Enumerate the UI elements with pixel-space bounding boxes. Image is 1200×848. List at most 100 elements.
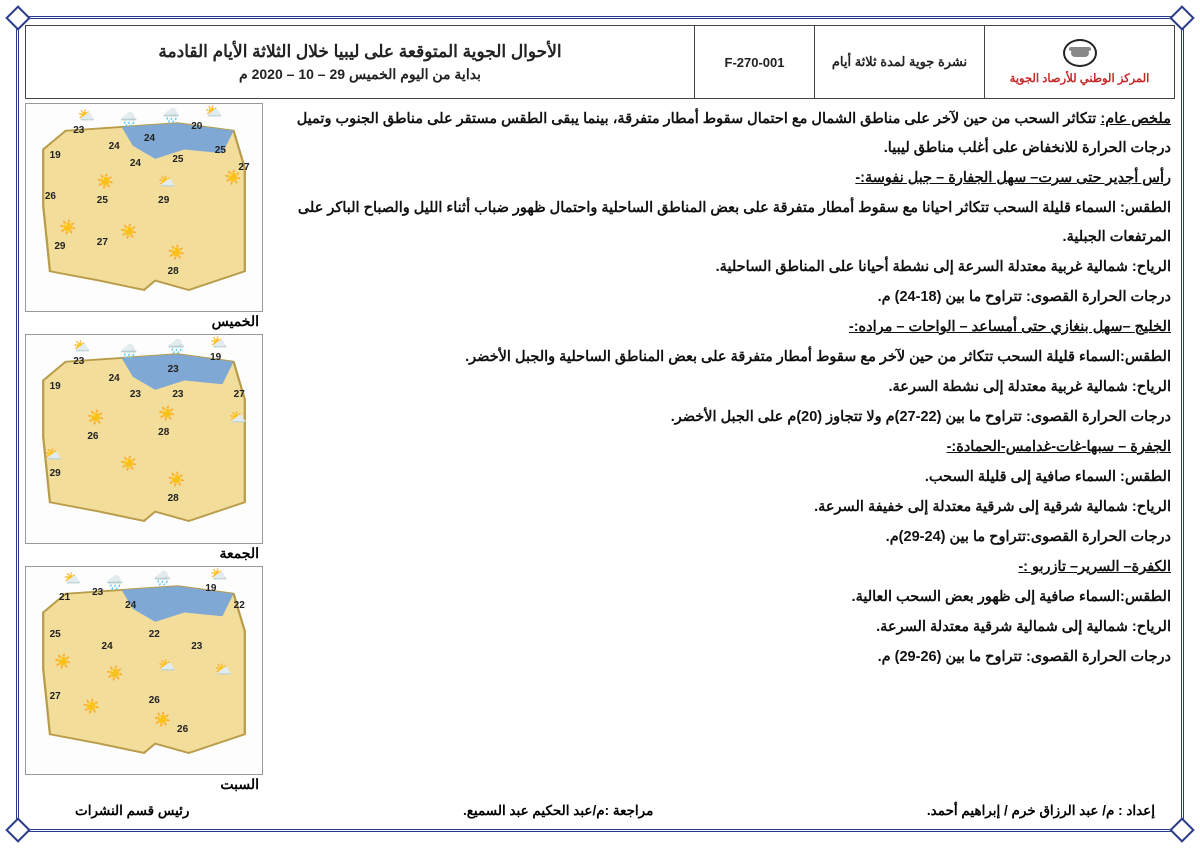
map-day-label: الخميس: [25, 312, 263, 330]
weather-icon: ⛅: [73, 339, 90, 353]
map-temp: 29: [158, 195, 169, 206]
corner-ornament: [1169, 817, 1194, 842]
weather-icon: ☀️: [106, 666, 123, 680]
map-temp: 20: [191, 121, 202, 132]
weather-icon: ☀️: [168, 245, 185, 259]
region-line: الرياح: شمالية إلى شمالية شرقية معتدلة ا…: [271, 613, 1171, 642]
map-box: 212324192225242223272626⛅🌧️🌧️⛅☀️☀️⛅⛅☀️☀️: [25, 566, 263, 775]
map-temp: 28: [168, 266, 179, 277]
weather-icon: ⛅: [64, 571, 81, 585]
weather-icon: 🌧️: [120, 344, 137, 358]
map-temp: 28: [158, 427, 169, 438]
reviewed-by: مراجعة :م/عبد الحكيم عبد السميع.: [463, 803, 653, 819]
maps-column: 23 24 24 20 19 24 25 25 27 26 25 29 29 27 28 ⛅ 🌧️ 🌧️ ⛅ ☀️ ⛅ ☀…: [25, 103, 263, 793]
weather-icon: ☀️: [54, 654, 71, 668]
weather-icon: ⛅: [45, 447, 62, 461]
weather-icon: ☀️: [120, 224, 137, 238]
weather-icon: ⛅: [205, 104, 222, 118]
map-temp: 23: [73, 125, 84, 136]
corner-ornament: [5, 817, 30, 842]
region-heading: الكفرة– السرير– تازربو :-: [271, 553, 1171, 582]
region-line: الطقس: السماء صافية إلى قليلة السحب.: [271, 463, 1171, 492]
map-temp: 25: [50, 629, 61, 640]
map-temp: 27: [234, 389, 245, 400]
footer-row: إعداد : م/ عبد الرزاق خرم / إبراهيم أحمد…: [25, 793, 1175, 819]
region-line: الطقس: السماء قليلة السحب تتكاثر احيانا …: [271, 194, 1171, 252]
map-temp: 24: [109, 141, 120, 152]
section-head: رئيس قسم النشرات: [75, 803, 189, 819]
weather-icon: ⛅: [78, 108, 95, 122]
map-temp: 26: [45, 191, 56, 202]
body-row: ملخص عام: تتكاثر السحب من حين لآخر على م…: [25, 99, 1175, 793]
org-logo-icon: [1063, 39, 1097, 67]
header-row: المركز الوطني للأرصاد الجوية نشرة جوية ل…: [25, 25, 1175, 99]
weather-icon: ⛅: [210, 567, 227, 581]
map-box: 232424201924252527262529292728⛅🌧️🌧️⛅☀️⛅☀…: [25, 103, 263, 312]
weather-icon: ☀️: [87, 410, 104, 424]
map-temp: 27: [97, 237, 108, 248]
weather-icon: ⛅: [215, 662, 232, 676]
region-line: الرياح: شمالية غربية معتدلة السرعة إلى ن…: [271, 253, 1171, 282]
weather-icon: 🌧️: [120, 112, 137, 126]
region-heading: الجفرة – سبها-غات-غدامس-الحمادة:-: [271, 433, 1171, 462]
map-temp: 29: [54, 241, 65, 252]
map-temp: 24: [102, 641, 113, 652]
map-temp: 21: [59, 592, 70, 603]
map-temp: 25: [215, 145, 226, 156]
region-line: درجات الحرارة القصوى: تتراوح ما بين (18-…: [271, 283, 1171, 312]
region-heading: رأس أجدير حتى سرت– سهل الجفارة – جبل نفو…: [271, 164, 1171, 193]
weather-icon: ☀️: [83, 699, 100, 713]
weather-icon: ☀️: [168, 472, 185, 486]
map-temp: 25: [172, 154, 183, 165]
map-day-label: الجمعة: [25, 544, 263, 562]
region-line: درجات الحرارة القصوى:تتراوح ما بين (24-2…: [271, 523, 1171, 552]
weather-icon: 🌧️: [163, 108, 180, 122]
map-temp: 25: [97, 195, 108, 206]
map-card: 232423191923232726282928⛅🌧️🌧️⛅☀️☀️⛅⛅☀️☀️…: [25, 334, 263, 561]
region-line: درجات الحرارة القصوى: تتراوح ما بين (26-…: [271, 643, 1171, 672]
map-temp: 24: [125, 600, 136, 611]
region-line: الرياح: شمالية غربية معتدلة إلى نشطة الس…: [271, 373, 1171, 402]
bulletin-type-cell: نشرة جوية لمدة ثلاثة أيام: [814, 26, 984, 98]
map-temp: 19: [205, 583, 216, 594]
form-code-cell: F-270-001: [694, 26, 814, 98]
weather-icon: 🌧️: [168, 339, 185, 353]
weather-icon: ☀️: [158, 406, 175, 420]
weather-icon: 🌧️: [153, 571, 170, 585]
map-temp: 24: [130, 158, 141, 169]
map-card: 212324192225242223272626⛅🌧️🌧️⛅☀️☀️⛅⛅☀️☀️…: [25, 566, 263, 793]
title-line2: بداية من اليوم الخميس 29 – 10 – 2020 م: [239, 66, 481, 83]
map-temp: 28: [168, 493, 179, 504]
map-temp: 26: [177, 724, 188, 735]
weather-icon: ☀️: [120, 456, 137, 470]
map-temp: 23: [168, 364, 179, 375]
org-name: المركز الوطني للأرصاد الجوية: [1010, 71, 1150, 85]
region-line: الطقس:السماء قليلة السحب تتكاثر من حين ل…: [271, 343, 1171, 372]
weather-icon: ☀️: [153, 712, 170, 726]
map-temp: 23: [130, 389, 141, 400]
map-temp: 19: [210, 352, 221, 363]
map-temp: 23: [172, 389, 183, 400]
summary-text: تتكاثر السحب من حين لآخر على مناطق الشما…: [297, 111, 1171, 156]
map-temp: 24: [144, 133, 155, 144]
bulletin-type: نشرة جوية لمدة ثلاثة أيام: [832, 54, 967, 70]
title-cell: الأحوال الجوية المتوقعة على ليبيا خلال ا…: [26, 26, 694, 98]
map-card: 232424201924252527262529292728⛅🌧️🌧️⛅☀️⛅☀…: [25, 103, 263, 330]
org-logo-cell: المركز الوطني للأرصاد الجوية: [984, 26, 1174, 98]
prepared-by: إعداد : م/ عبد الرزاق خرم / إبراهيم أحمد…: [927, 803, 1155, 819]
map-box: 232423191923232726282928⛅🌧️🌧️⛅☀️☀️⛅⛅☀️☀️: [25, 334, 263, 543]
weather-icon: ☀️: [97, 174, 114, 188]
map-day-label: السبت: [25, 775, 263, 793]
weather-icon: ⛅: [210, 335, 227, 349]
weather-icon: ⛅: [158, 658, 175, 672]
map-temp: 22: [149, 629, 160, 640]
forecast-text: ملخص عام: تتكاثر السحب من حين لآخر على م…: [269, 103, 1175, 793]
weather-icon: ⛅: [229, 410, 246, 424]
map-temp: 29: [50, 468, 61, 479]
region-heading: الخليج –سهل بنغازي حتى أمساعد – الواحات …: [271, 313, 1171, 342]
map-temp: 26: [149, 695, 160, 706]
form-code: F-270-001: [725, 55, 785, 70]
map-temp: 22: [234, 600, 245, 611]
map-temp: 23: [73, 356, 84, 367]
region-line: درجات الحرارة القصوى: تتراوح ما بين (22-…: [271, 403, 1171, 432]
